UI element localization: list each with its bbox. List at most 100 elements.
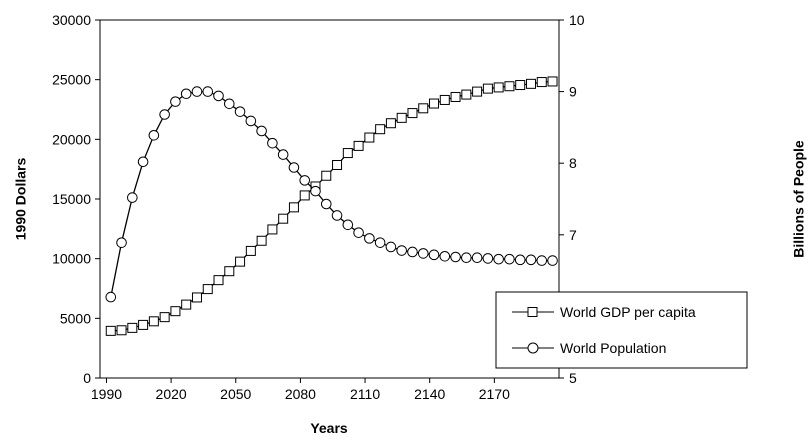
gdp-data-point (138, 319, 149, 330)
legend-box (495, 291, 748, 369)
population-data-point (170, 96, 181, 107)
gdp-data-point (493, 82, 504, 93)
population-data-point (245, 115, 257, 127)
gdp-data-point (202, 284, 213, 295)
gdp-data-point (332, 159, 343, 170)
legend-gdp-square-marker (527, 307, 538, 317)
x-tick-label: 2110 (350, 386, 380, 402)
gdp-data-point (482, 83, 493, 94)
gdp-data-point (407, 108, 418, 119)
y-left-tick-label: 5000 (60, 310, 91, 326)
population-data-point (127, 192, 138, 203)
population-data-point (223, 98, 235, 110)
y-right-tick-label: 9 (569, 84, 577, 100)
x-axis: 1990 2020 2050 2080 2110 2140 2170 (91, 378, 510, 402)
population-data-point (353, 227, 364, 238)
gdp-data-point (245, 245, 256, 256)
population-data-point (525, 254, 537, 266)
gdp-data-point (385, 118, 396, 129)
gdp-data-point (450, 91, 461, 102)
population-data-point (482, 253, 494, 264)
population-data-point (148, 129, 160, 141)
population-data-point (213, 90, 224, 102)
y-right-tick-label: 8 (569, 155, 577, 171)
population-data-point (288, 162, 300, 173)
gdp-data-point (191, 292, 202, 303)
gdp-data-point (105, 325, 116, 336)
gdp-data-point (342, 148, 353, 159)
population-data-point (267, 137, 278, 149)
gdp-data-point (159, 312, 170, 323)
gdp-data-point (116, 325, 127, 336)
gdp-data-point (278, 213, 289, 224)
gdp-data-point (321, 170, 332, 181)
population-data-point (137, 156, 149, 168)
gdp-data-point (170, 306, 181, 317)
x-tick-label: 2170 (479, 386, 510, 402)
gdp-data-point (267, 224, 278, 235)
legend-gdp-label: World GDP per capita (560, 304, 696, 320)
population-data-point (364, 233, 375, 244)
y-left-tick-label: 25000 (52, 72, 91, 88)
population-data-point (385, 241, 397, 253)
population-data-point (202, 86, 214, 97)
population-data-point (299, 175, 311, 186)
series-layer (105, 76, 558, 336)
population-data-point (277, 149, 289, 160)
gdp-data-point (504, 81, 515, 92)
population-data-point (116, 237, 127, 248)
population-data-point (471, 252, 483, 264)
gdp-data-point (525, 78, 536, 89)
population-data-point (461, 252, 472, 264)
population-data-point (342, 219, 354, 231)
gdp-data-point (299, 190, 310, 201)
population-data-point (374, 237, 386, 248)
gdp-data-point (418, 103, 429, 114)
population-data-point (331, 210, 343, 221)
gdp-data-point (213, 275, 224, 286)
y-left-tick-label: 20000 (52, 131, 91, 147)
plot-area (99, 19, 560, 379)
y-left-axis-title: 1990 Dollars (13, 158, 29, 241)
gdp-data-point (515, 80, 526, 91)
legend-pop-label: World Population (560, 340, 666, 356)
gdp-data-point (256, 235, 267, 246)
gdp-data-point (148, 316, 159, 327)
population-data-point (191, 86, 203, 97)
population-data-point (428, 249, 440, 261)
y-left-tick-label: 0 (83, 370, 91, 386)
population-data-point (320, 198, 332, 210)
y-right-tick-label: 7 (569, 227, 577, 243)
population-data-point (450, 251, 461, 263)
x-tick-label: 1990 (91, 386, 122, 402)
y-right-tick-label: 5 (569, 370, 577, 386)
population-data-point (234, 106, 246, 117)
gdp-data-point (181, 299, 192, 310)
population-data-point (310, 185, 321, 197)
x-tick-label: 2020 (156, 386, 187, 402)
gdp-data-point (224, 266, 235, 277)
y-left-tick-label: 15000 (52, 191, 91, 207)
y-left-tick-label: 10000 (52, 251, 91, 267)
gdp-data-point (536, 77, 547, 88)
gdp-data-point (288, 202, 299, 213)
gdp-data-point (364, 132, 375, 143)
gdp-data-point (472, 86, 483, 97)
y-right-axis-title: Billions of People (791, 140, 807, 258)
population-data-point (536, 255, 548, 266)
legend-pop-circle-marker (527, 342, 539, 354)
gdp-data-point (461, 89, 472, 100)
gdp-data-point (235, 256, 246, 267)
x-axis-title: Years (310, 420, 348, 436)
x-tick-label: 2140 (414, 386, 445, 402)
population-data-point (159, 109, 170, 120)
population-data-point (256, 125, 267, 137)
population-data-point (396, 245, 407, 256)
gdp-data-point (375, 124, 386, 135)
population-data-point (493, 253, 504, 265)
legend: World GDP per capita World Population (495, 291, 748, 369)
population-data-point (180, 88, 192, 100)
gdp-data-point (439, 94, 450, 105)
population-data-point (439, 250, 451, 262)
